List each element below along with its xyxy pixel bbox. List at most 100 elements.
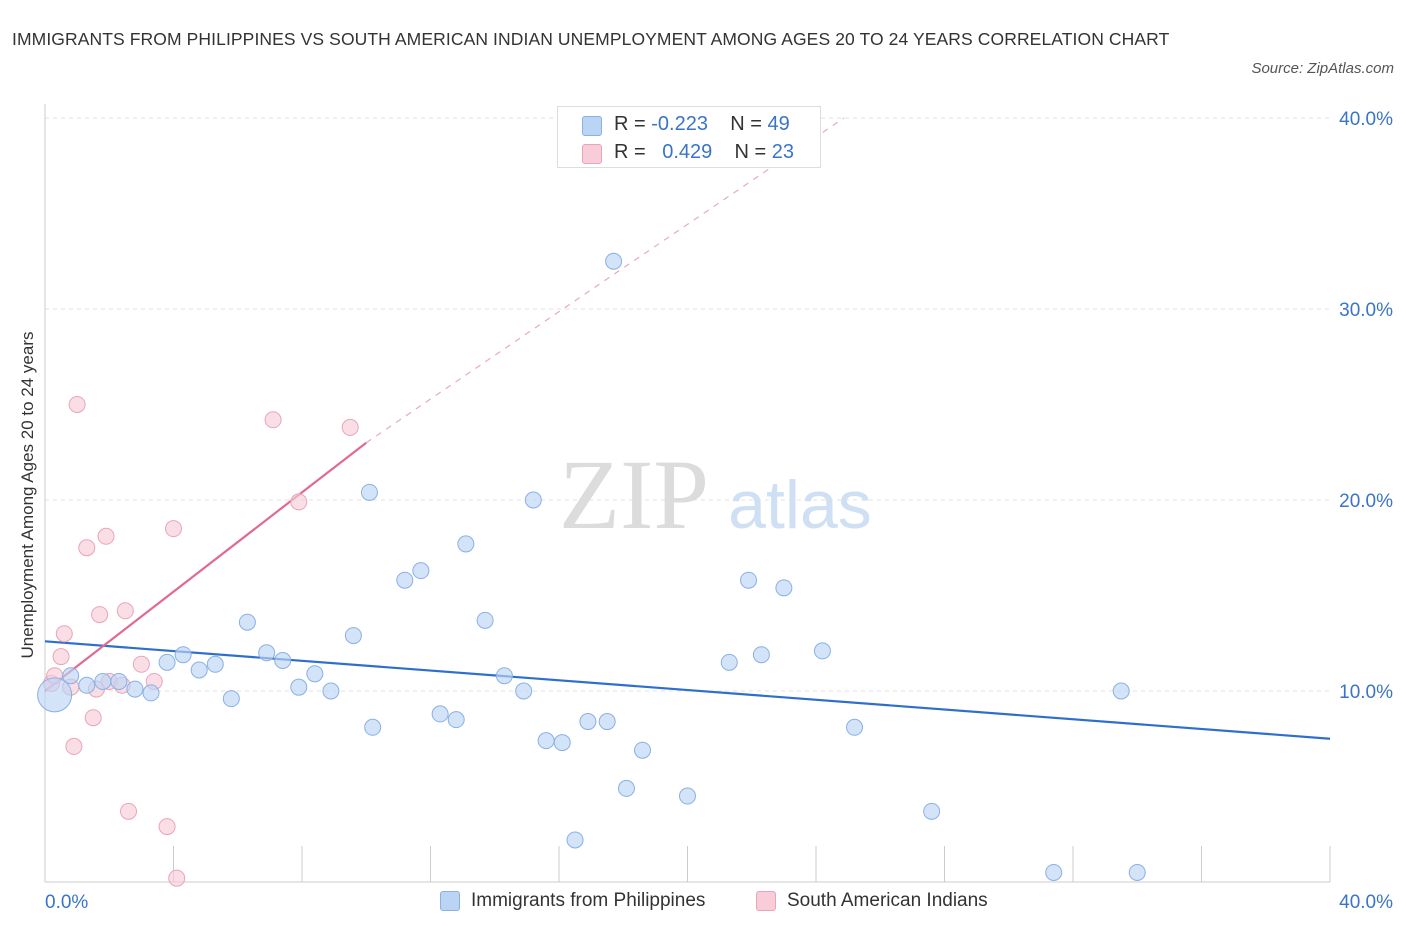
data-point-philippines	[62, 667, 80, 685]
data-point-philippines	[190, 661, 208, 679]
data-point-south-american	[55, 625, 73, 643]
data-point-philippines	[537, 732, 555, 750]
legend-n-value: 23	[771, 141, 795, 163]
data-point-philippines	[598, 713, 616, 731]
data-point-philippines	[476, 611, 494, 629]
data-point-philippines	[37, 677, 73, 713]
data-point-philippines	[78, 676, 96, 694]
data-point-philippines	[457, 535, 475, 553]
data-point-philippines	[126, 680, 144, 698]
data-point-philippines	[553, 734, 571, 752]
chart-title: IMMIGRANTS FROM PHILIPPINES VS SOUTH AME…	[12, 29, 1170, 49]
watermark-atlas: atlas	[728, 467, 872, 543]
data-point-philippines	[752, 646, 770, 664]
legend-r-label: R =	[614, 113, 646, 135]
data-point-philippines	[222, 690, 240, 708]
data-point-philippines	[846, 718, 864, 736]
gridlines	[45, 117, 1330, 692]
data-point-philippines	[110, 672, 128, 690]
data-point-philippines	[495, 667, 513, 685]
correlation-legend: R = -0.223 N = 49 R = 0.429 N = 23	[557, 106, 821, 168]
y-tick-label: 20.0%	[1339, 491, 1393, 512]
data-point-south-american	[165, 520, 182, 538]
data-point-philippines	[306, 665, 324, 683]
trend-line-philippines	[44, 640, 1331, 740]
data-point-philippines	[94, 672, 112, 690]
data-point-philippines	[740, 571, 758, 589]
data-point-philippines	[364, 718, 382, 736]
trend-lines	[44, 117, 1331, 740]
x-tick-label: 40.0%	[1339, 892, 1393, 913]
data-point-philippines	[617, 779, 635, 797]
data-point-philippines	[412, 562, 430, 580]
legend-r-value: 0.429	[662, 141, 713, 163]
data-point-philippines	[274, 651, 292, 669]
data-point-philippines	[923, 802, 941, 820]
data-point-philippines	[1128, 863, 1146, 881]
data-point-philippines	[360, 483, 378, 501]
trend-line-south-american-extension	[365, 117, 845, 444]
y-axis-label: Unemployment Among Ages 20 to 24 years	[18, 331, 37, 659]
legend-label-philippines: Immigrants from Philippines	[471, 890, 706, 911]
data-point-philippines	[258, 644, 276, 662]
legend-r-label: R =	[614, 141, 646, 163]
scatter-points	[37, 252, 1146, 887]
data-point-south-american	[68, 396, 86, 413]
legend-n-value: 49	[767, 113, 790, 135]
data-point-south-american	[91, 606, 109, 624]
trend-line-south-american	[44, 441, 367, 692]
legend-n-label: N =	[730, 113, 762, 135]
data-point-philippines	[524, 491, 542, 509]
legend-swatch-pink	[582, 144, 602, 164]
legend-swatch-blue	[440, 891, 460, 911]
legend-r-value: -0.223	[651, 113, 708, 135]
data-point-philippines	[290, 678, 308, 696]
data-point-philippines	[158, 653, 176, 671]
data-point-south-american	[264, 411, 282, 429]
data-point-south-american	[120, 802, 138, 820]
data-point-philippines	[679, 787, 696, 805]
watermark-zip: ZIP	[559, 439, 709, 550]
legend-swatch-blue	[582, 116, 602, 136]
data-point-south-american	[78, 539, 96, 557]
y-tick-label: 30.0%	[1339, 300, 1393, 321]
axes	[44, 104, 1331, 883]
y-tick-label: 40.0%	[1339, 109, 1393, 130]
source-label: Source: ZipAtlas.com	[1251, 60, 1394, 77]
y-tick-label: 10.0%	[1339, 682, 1393, 703]
x-tick-label: 0.0%	[45, 892, 88, 913]
data-point-south-american	[97, 527, 115, 545]
data-point-philippines	[605, 252, 623, 270]
data-point-philippines	[1045, 863, 1063, 881]
data-point-south-american	[341, 418, 359, 436]
data-point-philippines	[1112, 682, 1130, 700]
data-point-philippines	[447, 711, 465, 729]
data-point-philippines	[396, 571, 414, 589]
data-point-south-american	[158, 818, 176, 836]
data-point-philippines	[322, 682, 340, 700]
data-point-south-american	[52, 648, 70, 666]
data-point-south-american	[116, 602, 134, 620]
legend-swatch-pink	[756, 891, 776, 911]
data-point-south-american	[65, 737, 83, 755]
data-point-philippines	[431, 705, 449, 723]
legend-n-label: N =	[734, 141, 767, 163]
data-point-philippines	[775, 579, 793, 597]
data-point-philippines	[206, 655, 224, 673]
legend-label-south-american: South American Indians	[787, 890, 988, 911]
data-point-philippines	[566, 831, 584, 849]
watermark: ZIP atlas	[559, 439, 872, 550]
data-point-south-american	[84, 709, 102, 727]
data-point-south-american	[168, 869, 186, 887]
data-point-philippines	[344, 627, 362, 645]
data-point-philippines	[515, 682, 533, 700]
data-point-philippines	[720, 653, 738, 671]
data-point-philippines	[579, 713, 597, 731]
data-point-philippines	[634, 741, 652, 759]
data-point-philippines	[813, 642, 831, 660]
tick-labels: 10.0% 20.0% 30.0% 40.0% 0.0% 40.0%	[45, 109, 1393, 913]
data-point-philippines	[174, 646, 192, 664]
data-point-philippines	[142, 684, 160, 702]
data-point-south-american	[132, 655, 150, 673]
